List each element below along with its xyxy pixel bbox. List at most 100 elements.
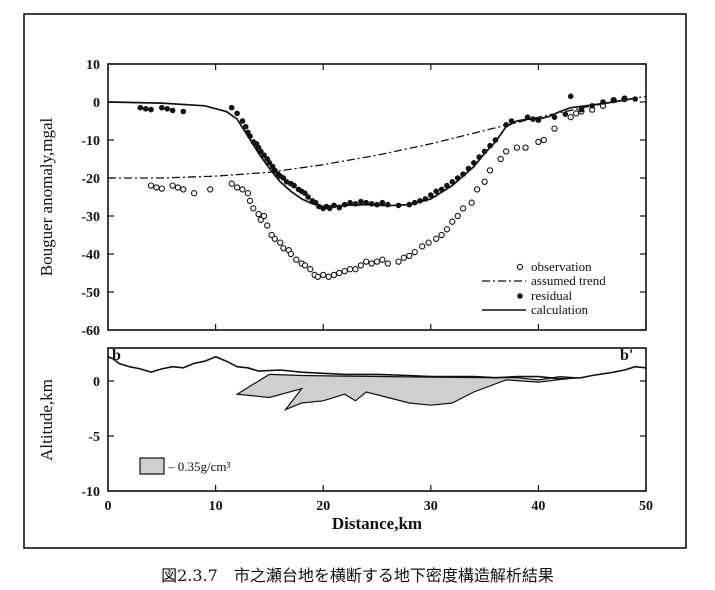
observation-point bbox=[307, 266, 314, 273]
residual-point bbox=[551, 114, 558, 120]
residual-point bbox=[465, 165, 472, 172]
residual-point bbox=[449, 179, 456, 185]
residual-point bbox=[347, 199, 353, 206]
residual-point bbox=[312, 199, 319, 206]
observation-point bbox=[459, 205, 467, 212]
observation-point bbox=[481, 178, 488, 185]
residual-point bbox=[433, 188, 440, 195]
residual-point bbox=[261, 152, 267, 158]
observation-point bbox=[180, 186, 187, 193]
observation-point bbox=[255, 210, 262, 218]
residual-point bbox=[508, 118, 515, 124]
observation-point bbox=[277, 239, 284, 246]
residual-point bbox=[610, 97, 617, 103]
residual-point bbox=[535, 117, 542, 123]
x-tick-label: 0 bbox=[105, 499, 112, 514]
observation-point bbox=[502, 148, 510, 155]
residual-point bbox=[368, 201, 375, 207]
profile-label-b: b bbox=[112, 347, 121, 364]
series-line-assumed-trend bbox=[108, 95, 647, 179]
observation-point bbox=[314, 273, 321, 280]
residual-point bbox=[632, 96, 638, 102]
residual-point bbox=[352, 201, 359, 207]
residual-point bbox=[417, 198, 423, 204]
topography-line bbox=[107, 355, 647, 380]
x-axis-title: Distance,km bbox=[332, 514, 422, 533]
upper-y-tick-label: 0 bbox=[93, 96, 100, 111]
observation-point bbox=[433, 235, 440, 242]
lower-y-tick-label: 0 bbox=[93, 375, 100, 390]
x-tick-label: 20 bbox=[316, 499, 330, 514]
residual-point bbox=[487, 142, 493, 149]
residual-point bbox=[578, 106, 585, 113]
residual-point bbox=[567, 93, 574, 100]
observation-point bbox=[239, 186, 246, 193]
residual-point bbox=[239, 118, 246, 124]
observation-point bbox=[169, 182, 176, 189]
observation-point bbox=[572, 110, 580, 117]
observation-point bbox=[250, 205, 257, 212]
x-tick-label: 50 bbox=[639, 499, 653, 514]
residual-point bbox=[142, 106, 149, 112]
residual-point bbox=[159, 104, 165, 111]
observation-point bbox=[373, 258, 381, 265]
residual-point bbox=[589, 103, 595, 109]
residual-point bbox=[180, 108, 187, 115]
residual-point bbox=[503, 122, 509, 128]
upper-y-tick-label: 10 bbox=[86, 58, 100, 73]
residual-point bbox=[280, 175, 287, 181]
residual-point bbox=[234, 110, 240, 117]
upper-y-tick-label: -50 bbox=[81, 286, 100, 301]
residual-point bbox=[621, 95, 628, 101]
legend-label-calculation: calculation bbox=[531, 302, 589, 317]
residual-point bbox=[291, 182, 297, 189]
upper-y-tick-label: -30 bbox=[81, 210, 100, 225]
lower-y-tick-label: -5 bbox=[88, 430, 100, 445]
observation-point bbox=[419, 243, 426, 250]
residual-point bbox=[385, 201, 391, 208]
residual-point bbox=[316, 203, 322, 210]
observation-point bbox=[336, 269, 343, 277]
legend-label-observation: observation bbox=[531, 259, 592, 274]
residual-point bbox=[379, 199, 386, 206]
profile-label-b-prime: b' bbox=[620, 347, 633, 364]
residual-point bbox=[242, 123, 249, 130]
observation-point bbox=[411, 248, 418, 256]
residual-point bbox=[471, 160, 477, 166]
legend-label-assumed-trend: assumed trend bbox=[531, 273, 606, 288]
upper-y-tick-label: -40 bbox=[81, 248, 100, 263]
observation-point bbox=[486, 167, 494, 174]
observation-point bbox=[246, 197, 254, 204]
residual-point bbox=[530, 116, 536, 122]
observation-point bbox=[473, 186, 481, 193]
residual-point bbox=[258, 148, 264, 155]
observation-point bbox=[379, 256, 386, 263]
residual-point bbox=[302, 190, 308, 196]
observation-point bbox=[320, 271, 327, 279]
observation-point bbox=[280, 245, 287, 252]
residual-point bbox=[137, 104, 144, 111]
observation-point bbox=[341, 267, 348, 275]
upper-y-tick-label: -20 bbox=[81, 172, 100, 187]
observation-point bbox=[153, 184, 160, 191]
density-legend-swatch bbox=[139, 457, 165, 475]
residual-point bbox=[411, 199, 418, 206]
upper-chart: 10 0 -10 -20 -30 -40 -50 -60 bbox=[81, 58, 647, 339]
residual-point bbox=[169, 107, 176, 114]
residual-point bbox=[600, 99, 606, 105]
observation-point bbox=[443, 226, 451, 233]
observation-point bbox=[438, 231, 445, 239]
observation-point bbox=[244, 190, 252, 197]
figure-frame bbox=[23, 13, 687, 549]
observation-point bbox=[363, 258, 370, 265]
residual-point bbox=[476, 154, 483, 160]
upper-y-tick-label: -60 bbox=[81, 324, 100, 339]
residual-point bbox=[305, 194, 311, 200]
residual-point bbox=[481, 148, 488, 155]
lower-chart: 0 -5 -10 0 10 20 30 40 50 bbox=[81, 355, 653, 514]
observation-point bbox=[174, 184, 182, 191]
residual-point bbox=[358, 198, 364, 205]
observation-point bbox=[293, 256, 300, 263]
observation-point bbox=[264, 222, 271, 229]
